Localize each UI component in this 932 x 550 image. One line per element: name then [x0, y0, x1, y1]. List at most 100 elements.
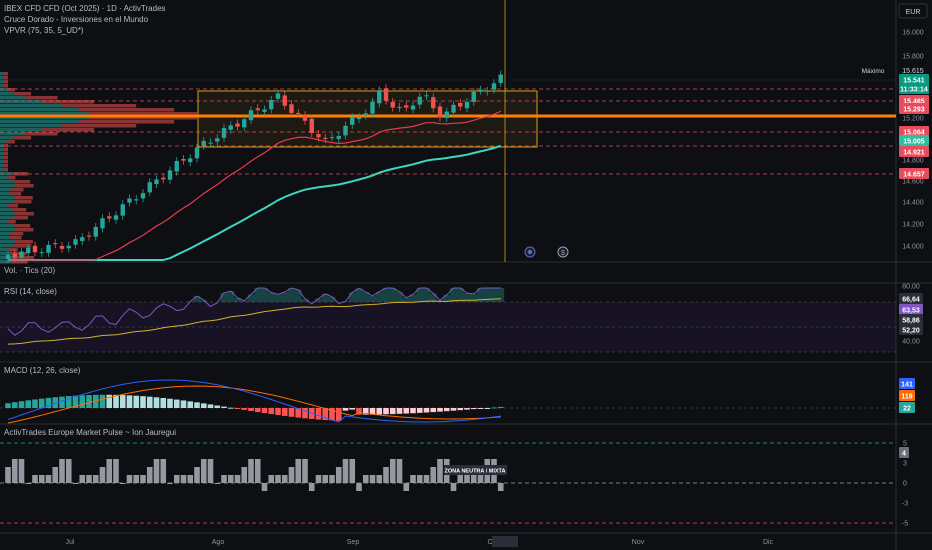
candle-body	[437, 106, 443, 118]
indicator-vpvr-label[interactable]: VPVR (75, 35, 5_UD*)	[4, 26, 84, 35]
vpvr-bar-down	[61, 104, 137, 108]
svg-text:$: $	[561, 250, 565, 257]
price-axis[interactable]: 16.000 15.800 15.200 14.800 14.600 14.400 14.2…	[902, 30, 924, 251]
vpvr-bar-up	[0, 152, 4, 156]
candle-body	[269, 100, 274, 110]
candles	[5, 70, 503, 263]
vpvr-bar-down	[10, 232, 24, 236]
rsi-ob-bar	[369, 295, 376, 302]
macd-hist-bar	[65, 396, 72, 408]
indicator-pulse-label[interactable]: ActivTrades Europe Market Pulse ~ Ion Ja…	[4, 428, 176, 437]
rsi-ob-bar	[470, 293, 478, 302]
vpvr-bar-down	[9, 236, 22, 240]
macd-hist-bar	[464, 408, 470, 410]
value-tag-text: 15.005	[903, 139, 925, 146]
macd-hist-bar	[383, 408, 389, 415]
vpvr-bar-down	[11, 208, 27, 212]
vpvr-bar-up	[0, 192, 10, 196]
candle-body	[100, 218, 105, 229]
candle-body	[309, 118, 314, 134]
candle-body	[451, 104, 456, 113]
macd-hist-bar	[295, 408, 302, 418]
vpvr-bar-up	[0, 112, 89, 116]
value-tag	[899, 74, 929, 85]
pulse-bar	[167, 483, 173, 484]
pulse-bar	[308, 483, 315, 491]
macd-hist-bar	[241, 408, 248, 410]
macd-hist-bar	[113, 394, 119, 408]
indicator-cruce-label[interactable]: Cruce Dorado - Inversiones en el Mundo	[4, 15, 149, 24]
pulse-bar	[396, 459, 403, 483]
macd-hist-bar	[92, 394, 99, 408]
vpvr-bar-up	[0, 184, 16, 188]
indicator-macd-label[interactable]: MACD (12, 26, close)	[4, 366, 81, 375]
pulse-bar	[52, 467, 59, 483]
macd-hist-bar	[52, 397, 59, 408]
value-tag-text: 14.921	[903, 150, 925, 157]
indicator-rsi-label[interactable]: RSI (14, close)	[4, 287, 57, 296]
pulse-bar	[221, 475, 227, 483]
rsi-ob-bar	[261, 288, 268, 302]
candle-body	[282, 95, 287, 106]
macd-hist-bar	[362, 408, 369, 415]
rsi-ob-bar	[402, 297, 410, 302]
dividend-icon[interactable]	[557, 246, 569, 258]
pulse-bar	[194, 467, 200, 483]
value-tag-text: 63,53	[902, 308, 920, 315]
value-tag-text: 15.293	[903, 107, 925, 114]
macd-hist-bar	[477, 408, 484, 409]
rsi-ob-bar	[429, 293, 437, 302]
vpvr-bar-down	[14, 196, 33, 200]
macd-hist-bar	[423, 408, 430, 413]
pulse-bar	[5, 467, 11, 483]
pulse-bar	[248, 459, 254, 483]
pulse-bar	[403, 483, 410, 491]
candle-body	[53, 243, 58, 245]
time-axis[interactable]: JulAgoSepOctNovDic	[66, 539, 774, 546]
pulse-bar	[369, 475, 376, 483]
candle-body	[201, 140, 206, 147]
macd-hist-bar	[187, 401, 194, 408]
rsi-ob-bar	[382, 288, 390, 302]
vpvr-bar-down	[7, 220, 16, 224]
rsi-ob-bar	[450, 288, 457, 302]
pulse-bar	[383, 467, 389, 483]
vpvr-bar-down	[3, 164, 8, 168]
macd-hist-bar	[369, 408, 376, 415]
currency-label: EUR	[906, 9, 921, 16]
currency-button[interactable]	[898, 3, 928, 19]
pulse-bar	[295, 459, 302, 483]
pulse-tags: 4	[899, 447, 909, 458]
candle-body	[174, 161, 179, 172]
macd-hist-bar	[275, 408, 281, 416]
candle-body	[113, 215, 119, 220]
vpvr-bar-down	[3, 152, 8, 156]
candle-body	[248, 110, 254, 121]
pulse-bar	[214, 483, 221, 484]
value-tag	[899, 304, 923, 315]
candle-body	[431, 97, 436, 109]
vpvr-bar-up	[0, 132, 26, 136]
pulse-axis[interactable]: 5 3 0 -3 -5	[902, 441, 908, 528]
rsi-ob-bar	[497, 288, 505, 302]
macd-hist-bar	[214, 405, 221, 408]
macd-hist-bar	[207, 404, 214, 408]
macd-hist-bar	[248, 408, 254, 411]
vpvr-bar-down	[9, 192, 22, 196]
rsi-ob-bar	[193, 296, 201, 302]
candle-body	[86, 235, 92, 237]
vpvr-bar-up	[0, 208, 12, 212]
rsi-axis[interactable]: 80,00 40,00	[902, 284, 920, 346]
event-icons[interactable]: $	[524, 246, 569, 258]
rsi-ob-bar	[396, 291, 403, 302]
indicator-vol-label[interactable]: Vol. · Tics (20)	[4, 266, 55, 275]
pulse-bar	[281, 475, 288, 483]
value-tag-text: 141	[901, 382, 913, 389]
pulse-bar	[275, 475, 281, 483]
pulse-bar	[376, 475, 383, 483]
value-tag	[899, 126, 929, 137]
vpvr-bar-down	[12, 216, 28, 220]
vpvr-bar-up	[0, 224, 14, 228]
